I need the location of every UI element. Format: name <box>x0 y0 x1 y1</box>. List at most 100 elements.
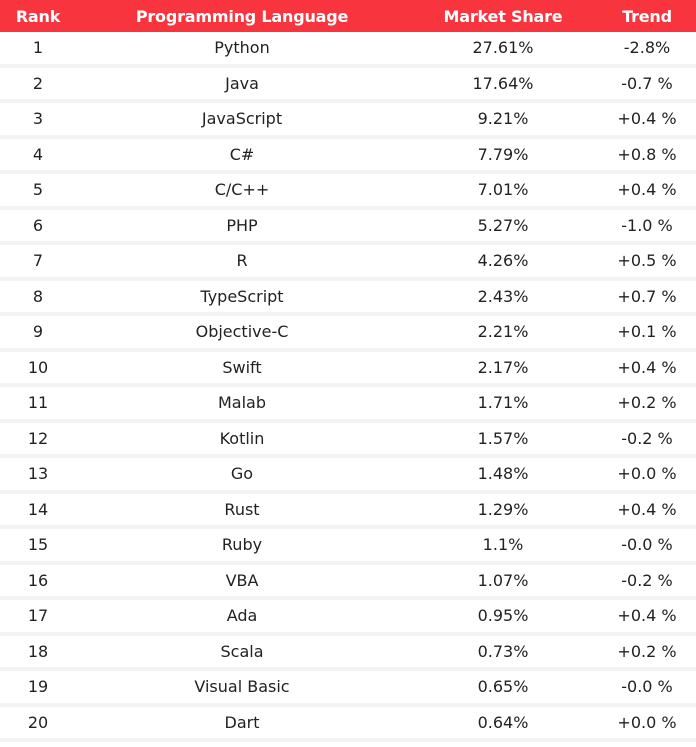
table-row[interactable]: 15 Ruby 1.1% -0.0 % <box>0 529 696 565</box>
language-cell: Ruby <box>221 535 263 555</box>
language-cell: Scala <box>220 641 264 661</box>
language-cell: Rust <box>224 499 260 519</box>
language-cell: R <box>236 251 248 271</box>
table-row[interactable]: 4 C# 7.79% +0.8 % <box>0 138 696 174</box>
rank-cell: 11 <box>27 393 49 413</box>
rank-cell: 20 <box>27 712 49 732</box>
table-row[interactable]: 3 JavaScript 9.21% +0.4 % <box>0 103 696 139</box>
trend-cell: +0.5 % <box>617 251 677 271</box>
table-row[interactable]: 11 Malab 1.71% +0.2 % <box>0 387 696 423</box>
rank-cell: 12 <box>27 428 49 448</box>
trend-cell: -0.0 % <box>621 677 673 697</box>
market-share-cell: 9.21% <box>477 109 529 129</box>
trend-cell: -0.2 % <box>621 570 673 590</box>
market-share-cell: 0.65% <box>477 677 529 697</box>
trend-cell: +0.4 % <box>617 606 677 626</box>
table-row[interactable]: 10 Swift 2.17% +0.4 % <box>0 351 696 387</box>
table-row[interactable]: 9 Objective-C 2.21% +0.1 % <box>0 316 696 352</box>
market-share-cell: 0.64% <box>477 712 529 732</box>
trend-cell: +0.2 % <box>617 393 677 413</box>
market-share-cell: 2.43% <box>477 286 529 306</box>
table-row[interactable]: 17 Ada 0.95% +0.4 % <box>0 600 696 636</box>
language-cell: C/C++ <box>214 180 270 200</box>
table-row[interactable]: 12 Kotlin 1.57% -0.2 % <box>0 422 696 458</box>
trend-cell: +0.4 % <box>617 499 677 519</box>
table-row[interactable]: 7 R 4.26% +0.5 % <box>0 245 696 281</box>
rank-cell: 4 <box>32 144 44 164</box>
rank-cell: 17 <box>27 606 49 626</box>
market-share-cell: 27.61% <box>472 38 534 58</box>
header-market-share[interactable]: Market Share <box>443 6 563 26</box>
trend-cell: +0.7 % <box>617 286 677 306</box>
language-cell: C# <box>229 144 255 164</box>
market-share-cell: 1.29% <box>477 499 529 519</box>
market-share-cell: 0.73% <box>477 641 529 661</box>
market-share-cell: 2.17% <box>477 357 529 377</box>
trend-cell: +0.0 % <box>617 712 677 732</box>
header-trend[interactable]: Trend <box>622 6 672 26</box>
market-share-cell: 5.27% <box>477 215 529 235</box>
language-cell: Swift <box>222 357 262 377</box>
rank-cell: 19 <box>27 677 49 697</box>
market-share-cell: 1.71% <box>477 393 529 413</box>
rank-cell: 2 <box>32 73 44 93</box>
table-row[interactable]: 14 Rust 1.29% +0.4 % <box>0 493 696 529</box>
header-rank[interactable]: Rank <box>15 6 61 26</box>
trend-cell: +0.8 % <box>617 144 677 164</box>
trend-cell: -2.8% <box>623 38 671 58</box>
table-row[interactable]: 16 VBA 1.07% -0.2 % <box>0 564 696 600</box>
table-header: Rank Programming Language Market Share T… <box>0 0 696 32</box>
table-row[interactable]: 6 PHP 5.27% -1.0 % <box>0 209 696 245</box>
header-language[interactable]: Programming Language <box>135 6 349 26</box>
table-row[interactable]: 8 TypeScript 2.43% +0.7 % <box>0 280 696 316</box>
rank-cell: 6 <box>32 215 44 235</box>
trend-cell: -1.0 % <box>621 215 673 235</box>
market-share-cell: 1.1% <box>482 535 524 555</box>
market-share-cell: 17.64% <box>472 73 534 93</box>
market-share-cell: 1.48% <box>477 464 529 484</box>
language-cell: Objective-C <box>195 322 289 342</box>
trend-cell: -0.7 % <box>621 73 673 93</box>
table-row[interactable]: 19 Visual Basic 0.65% -0.0 % <box>0 671 696 707</box>
language-cell: Dart <box>224 712 260 732</box>
language-cell: VBA <box>225 570 259 590</box>
table-row[interactable]: 2 Java 17.64% -0.7 % <box>0 67 696 103</box>
rank-cell: 16 <box>27 570 49 590</box>
trend-cell: +0.0 % <box>617 464 677 484</box>
rank-cell: 10 <box>27 357 49 377</box>
rank-cell: 14 <box>27 499 49 519</box>
language-cell: TypeScript <box>200 286 284 306</box>
rank-cell: 13 <box>27 464 49 484</box>
trend-cell: +0.4 % <box>617 180 677 200</box>
language-cell: JavaScript <box>201 109 283 129</box>
language-cell: Python <box>214 38 270 58</box>
market-share-cell: 0.95% <box>477 606 529 626</box>
trend-cell: -0.0 % <box>621 535 673 555</box>
market-share-cell: 2.21% <box>477 322 529 342</box>
trend-cell: +0.2 % <box>617 641 677 661</box>
table-row[interactable]: 5 C/C++ 7.01% +0.4 % <box>0 174 696 210</box>
table-row[interactable]: 13 Go 1.48% +0.0 % <box>0 458 696 494</box>
rank-cell: 15 <box>27 535 49 555</box>
market-share-cell: 4.26% <box>477 251 529 271</box>
rank-cell: 5 <box>32 180 44 200</box>
language-cell: Java <box>225 73 259 93</box>
language-cell: Malab <box>217 393 266 413</box>
table-row[interactable]: 1 Python 27.61% -2.8% <box>0 32 696 68</box>
language-cell: Ada <box>226 606 258 626</box>
market-share-cell: 7.01% <box>477 180 529 200</box>
table-body: 1 Python 27.61% -2.8% 2 Java 17.64% -0.7 % 3 Java… <box>0 32 696 742</box>
trend-cell: -0.2 % <box>621 428 673 448</box>
rank-cell: 9 <box>32 322 44 342</box>
table-row[interactable]: 18 Scala 0.73% +0.2 % <box>0 635 696 671</box>
language-cell: Go <box>230 464 254 484</box>
language-cell: Visual Basic <box>194 677 290 697</box>
market-share-cell: 7.79% <box>477 144 529 164</box>
trend-cell: +0.4 % <box>617 109 677 129</box>
language-cell: Kotlin <box>219 428 265 448</box>
table-row[interactable]: 20 Dart 0.64% +0.0 % <box>0 706 696 742</box>
rank-cell: 18 <box>27 641 49 661</box>
rank-cell: 7 <box>32 251 44 271</box>
rank-cell: 1 <box>32 38 44 58</box>
